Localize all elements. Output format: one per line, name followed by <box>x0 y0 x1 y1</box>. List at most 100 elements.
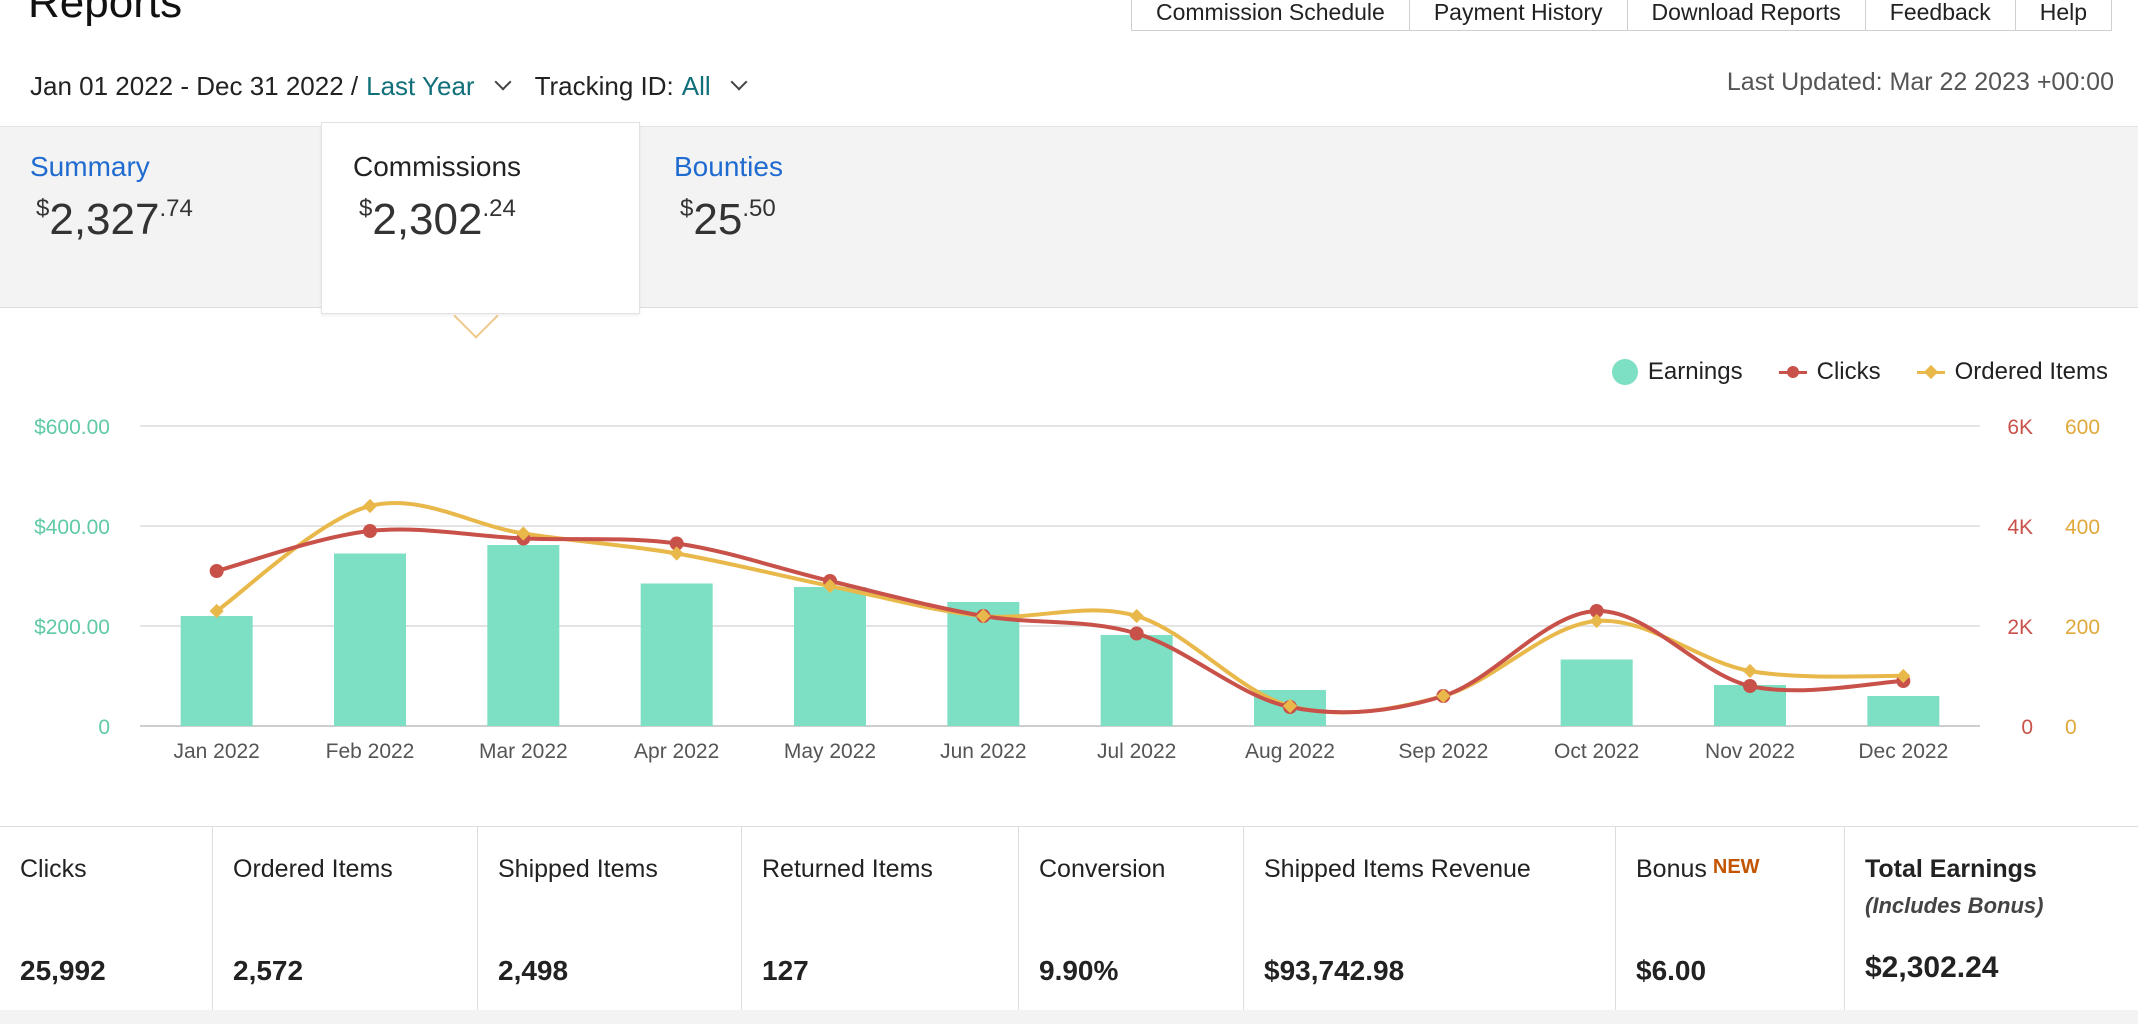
date-preset-dropdown[interactable]: Last Year <box>366 70 475 101</box>
last-updated: Last Updated: Mar 22 2023 +00:00 <box>1726 68 2114 96</box>
x-axis-tick: May 2022 <box>784 740 876 763</box>
legend-earnings[interactable]: Earnings <box>1611 358 1743 386</box>
clicks-swatch-icon <box>1778 365 1807 378</box>
clicks-point <box>1743 679 1757 693</box>
earnings-chart: 0 0 0 $200.00 2K 200 $400.00 4K 400 $600.00 6K 600 J… <box>34 416 2100 763</box>
ordered-items-point <box>1742 663 1758 679</box>
left-axis-tick: $400.00 <box>34 516 110 539</box>
stat-label: Shipped Items <box>498 855 658 883</box>
clicks-point <box>363 524 377 538</box>
new-badge: NEW <box>1712 856 1760 878</box>
ordered-items-point <box>362 498 378 514</box>
payment-history-button[interactable]: Payment History <box>1408 0 1627 30</box>
feedback-button[interactable]: Feedback <box>1864 0 2015 30</box>
ordered-items-point <box>1589 613 1604 629</box>
tab-commissions-amount: $2,302.24 <box>359 195 516 244</box>
clicks-point <box>1129 626 1144 641</box>
x-axis-tick: Dec 2022 <box>1858 740 1948 763</box>
chevron-down-icon[interactable] <box>494 73 512 91</box>
chevron-down-icon[interactable] <box>730 73 748 91</box>
stats-bar: Clicks 25,992 Ordered Items 2,572 Shippe… <box>0 826 2138 1012</box>
report-nav: Commission Schedule Payment History Down… <box>1131 0 2113 31</box>
stat-conversion: Conversion 9.90% <box>1019 827 1244 1011</box>
ordered-items-point <box>669 546 684 561</box>
earnings-bar <box>487 545 560 726</box>
x-axis-tick: Nov 2022 <box>1705 740 1795 763</box>
stat-label: Returned Items <box>762 855 933 883</box>
tab-bounties-amount: $25.50 <box>680 195 776 244</box>
tab-commissions[interactable]: Commissions $2,302.24 <box>321 122 640 314</box>
items-axis-tick: 600 <box>2065 416 2100 439</box>
stat-clicks: Clicks 25,992 <box>0 827 213 1011</box>
x-axis-tick: Oct 2022 <box>1554 740 1639 763</box>
earnings-bar <box>334 553 406 726</box>
stat-label: Clicks <box>20 855 87 883</box>
stat-shipped-revenue: Shipped Items Revenue $93,742.98 <box>1244 827 1616 1011</box>
ordered-items-point <box>516 526 531 541</box>
earnings-swatch-icon <box>1611 359 1638 385</box>
earnings-bar <box>640 583 713 726</box>
stat-sublabel: (Includes Bonus) <box>1865 893 2044 918</box>
tab-commissions-label[interactable]: Commissions <box>353 151 522 182</box>
chart-legend: Earnings Clicks Ordered Items <box>1576 358 2108 386</box>
earnings-bar <box>1867 696 1940 726</box>
left-axis-tick: $600.00 <box>34 416 110 439</box>
items-axis-tick: 400 <box>2065 516 2100 539</box>
help-button[interactable]: Help <box>2014 0 2111 30</box>
x-axis-tick: Jun 2022 <box>940 740 1026 763</box>
earnings-bar <box>1100 635 1173 726</box>
stat-value: $93,742.98 <box>1264 955 1405 986</box>
left-axis-tick: $200.00 <box>34 616 110 639</box>
left-axis-tick: 0 <box>98 716 110 739</box>
legend-earnings-label: Earnings <box>1647 358 1743 385</box>
stat-bonus: Bonus NEW $6.00 <box>1616 827 1845 1011</box>
legend-clicks[interactable]: Clicks <box>1778 358 1881 386</box>
x-axis-tick: Jul 2022 <box>1097 740 1176 763</box>
stat-value: 25,992 <box>20 955 106 986</box>
x-axis-tick: Jan 2022 <box>173 740 259 763</box>
ordered-items-point <box>976 608 991 624</box>
stat-value: $6.00 <box>1636 955 1707 986</box>
x-axis-tick: Apr 2022 <box>634 740 719 763</box>
clicks-point <box>1589 604 1604 618</box>
ordered-items-line <box>215 501 1904 715</box>
ordered-items-point <box>1436 688 1451 704</box>
clicks-axis-tick: 6K <box>2007 416 2033 439</box>
stat-shipped-items: Shipped Items 2,498 <box>478 827 742 1011</box>
ordered-items-point <box>209 603 224 619</box>
stat-value: 9.90% <box>1039 955 1119 986</box>
stat-value: 2,572 <box>233 955 304 986</box>
tab-summary-amount: $2,327.74 <box>36 195 193 244</box>
tracking-id-label: Tracking ID: <box>534 70 674 101</box>
tracking-id-dropdown[interactable]: All <box>681 70 711 101</box>
tab-summary[interactable]: Summary $2,327.74 <box>30 127 310 305</box>
download-reports-button[interactable]: Download Reports <box>1626 0 1865 30</box>
stat-value: $2,302.24 <box>1865 951 1999 984</box>
tab-bounties-label[interactable]: Bounties <box>674 151 783 182</box>
page-title: Reports <box>28 0 183 27</box>
date-range-text: Jan 01 2022 - Dec 31 2022 / <box>30 70 359 101</box>
stat-label: Conversion <box>1039 855 1166 883</box>
stat-returned-items: Returned Items 127 <box>742 827 1019 1011</box>
legend-ordered-items-label: Ordered Items <box>1954 358 2108 385</box>
ordered-items-point <box>1129 608 1144 624</box>
x-axis-tick: Mar 2022 <box>479 740 568 763</box>
ordered-items-point <box>822 578 838 594</box>
stat-label: Total Earnings <box>1865 855 2037 883</box>
legend-clicks-label: Clicks <box>1816 358 1881 385</box>
earnings-bar <box>180 616 253 726</box>
clicks-point <box>669 536 684 551</box>
items-axis-tick: 0 <box>2065 716 2077 739</box>
tab-bounties[interactable]: Bounties $25.50 <box>674 127 934 305</box>
stat-label: Ordered Items <box>233 855 393 883</box>
earnings-bar <box>794 587 866 726</box>
items-axis-tick: 200 <box>2065 616 2100 639</box>
x-axis-tick: Feb 2022 <box>326 740 415 763</box>
commission-schedule-button[interactable]: Commission Schedule <box>1156 0 1385 25</box>
earnings-bar <box>1560 659 1633 726</box>
ordered-items-swatch-icon <box>1916 364 1945 379</box>
clicks-line <box>216 527 1904 715</box>
legend-ordered-items[interactable]: Ordered Items <box>1916 358 2108 386</box>
tab-summary-label[interactable]: Summary <box>30 151 150 182</box>
stat-value: 127 <box>762 955 809 986</box>
